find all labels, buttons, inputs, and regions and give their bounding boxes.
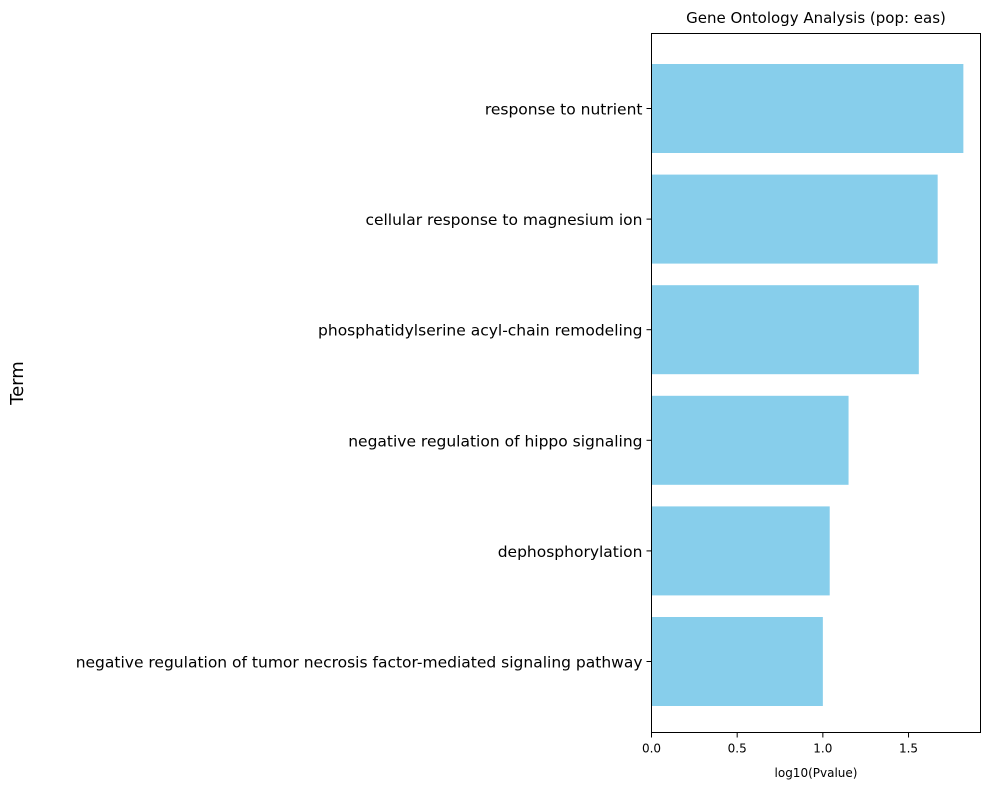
bar bbox=[651, 395, 849, 485]
bar bbox=[651, 64, 964, 153]
x-tick-label: 0.0 bbox=[642, 742, 661, 756]
chart-title: Gene Ontology Analysis (pop: eas) bbox=[686, 9, 946, 27]
x-tick-label: 1.0 bbox=[813, 742, 832, 756]
x-tick-label: 0.5 bbox=[728, 742, 747, 756]
x-axis-ticks: 0.0 0.5 1.0 1.5 bbox=[642, 732, 918, 756]
x-axis-label: log10(Pvalue) bbox=[775, 766, 858, 780]
plot-frame bbox=[651, 33, 981, 733]
category-label: negative regulation of tumor necrosis fa… bbox=[76, 654, 643, 672]
category-label: phosphatidylserine acyl-chain remodeling bbox=[318, 322, 642, 340]
bar bbox=[651, 617, 823, 706]
category-label: negative regulation of hippo signaling bbox=[348, 432, 642, 450]
bar bbox=[651, 285, 919, 375]
category-label: cellular response to magnesium ion bbox=[365, 211, 642, 229]
bar-group bbox=[651, 64, 964, 706]
bar bbox=[651, 174, 938, 264]
category-labels: response to nutrient cellular response to… bbox=[76, 101, 652, 672]
bar bbox=[651, 506, 830, 596]
y-axis-label: Term bbox=[7, 361, 28, 406]
x-tick-label: 1.5 bbox=[899, 742, 918, 756]
category-label: response to nutrient bbox=[485, 101, 643, 119]
category-label: dephosphorylation bbox=[498, 543, 643, 561]
